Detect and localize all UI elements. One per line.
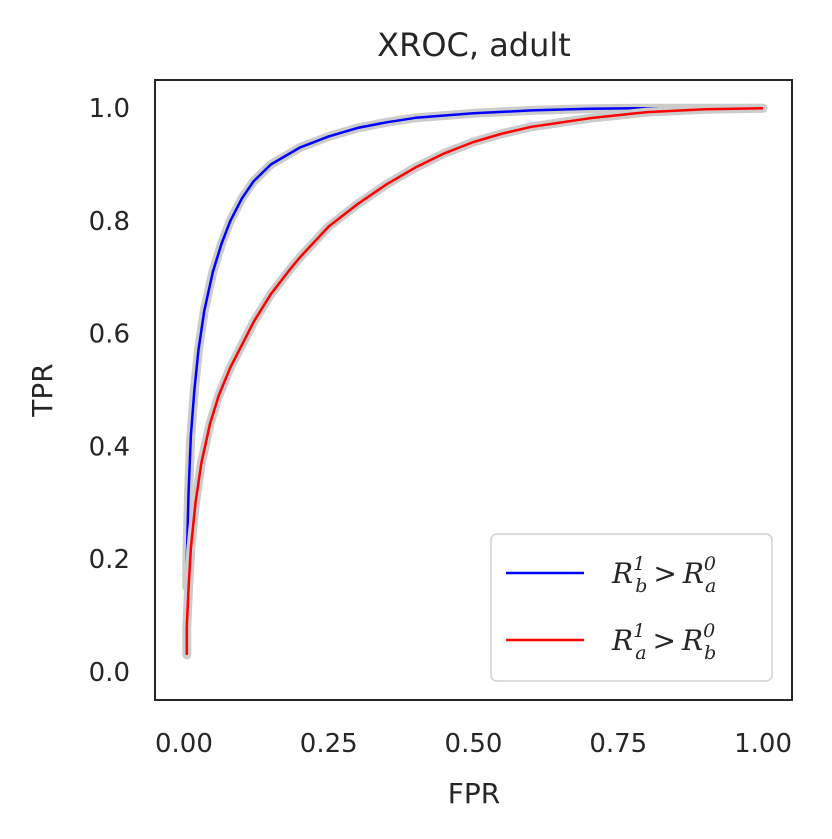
x-tick-label-3: 0.75 — [589, 729, 647, 759]
plot-area — [182, 103, 768, 660]
chart-title: XROC, adult — [377, 26, 571, 64]
legend-box — [490, 533, 773, 682]
legend-label-blue-r1: R — [611, 557, 633, 590]
plot-frame — [154, 79, 793, 701]
y-tick-label-4: 0.8 — [89, 207, 130, 237]
x-tick-label-2: 0.50 — [445, 729, 503, 759]
legend-label-blue-sub1: b — [635, 575, 647, 597]
x-tick-label-1: 0.25 — [300, 729, 358, 759]
y-tick-label-5: 1.0 — [89, 94, 130, 124]
x-axis-ticks: 0.00 0.25 0.50 0.75 1.00 — [155, 729, 792, 759]
legend-label-blue: R1 b > R0 a — [611, 553, 716, 597]
y-axis-label: TPR — [26, 363, 59, 417]
legend-label-blue-r2: R — [682, 557, 704, 590]
legend-label-red: R1 a > R0 b — [611, 620, 716, 664]
x-axis-label: FPR — [448, 777, 500, 810]
y-tick-label-0: 0.0 — [89, 658, 130, 688]
legend: R1 b > R0 a R1 a > R0 b — [490, 533, 773, 682]
legend-label-red-r1: R — [611, 624, 633, 657]
legend-label-red-sup1: 1 — [633, 620, 645, 642]
x-tick-label-0: 0.00 — [155, 729, 213, 759]
series-band-0 — [182, 103, 768, 592]
y-axis-ticks: 0.0 0.2 0.4 0.6 0.8 1.0 — [89, 94, 130, 688]
y-tick-label-2: 0.4 — [89, 432, 130, 462]
legend-label-blue-op: > — [653, 557, 676, 590]
legend-label-blue-sup2: 0 — [704, 553, 716, 575]
legend-label-red-r2: R — [681, 624, 703, 657]
legend-label-blue-sub2: a — [705, 575, 716, 597]
legend-label-red-sub2: b — [704, 642, 716, 664]
series-line-1 — [185, 106, 764, 655]
y-tick-label-3: 0.6 — [89, 320, 130, 350]
legend-label-red-sub1: a — [635, 642, 646, 664]
legend-label-red-sup2: 0 — [703, 620, 715, 642]
series-line-0 — [185, 106, 763, 588]
x-tick-label-4: 1.00 — [734, 729, 792, 759]
legend-label-red-op: > — [653, 624, 676, 657]
y-tick-label-1: 0.2 — [89, 545, 130, 575]
legend-label-blue-sup1: 1 — [633, 553, 645, 575]
